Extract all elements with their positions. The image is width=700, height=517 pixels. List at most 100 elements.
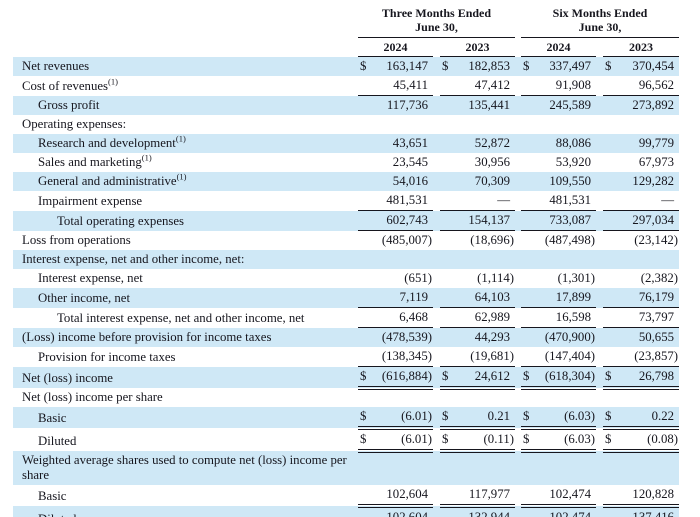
header-spacer <box>13 4 358 38</box>
dollar-sign <box>440 191 455 211</box>
row-label: Research and development(1) <box>38 133 186 150</box>
value-cell: 24,612 <box>455 366 515 390</box>
column-gap <box>596 134 603 153</box>
header-year-row: 2024 2023 2024 2023 <box>13 37 680 57</box>
dollar-sign <box>603 96 618 116</box>
value-cell: 6,468 <box>373 307 433 328</box>
dollar-sign <box>521 172 536 191</box>
value-cell: 96,562 <box>618 76 680 96</box>
column-gap <box>433 76 440 96</box>
dollar-sign <box>521 76 536 96</box>
column-gap <box>596 38 603 57</box>
dollar-sign <box>603 388 618 407</box>
dollar-sign <box>440 506 455 517</box>
dollar-sign <box>440 115 455 134</box>
year-column-header: 2023 <box>603 37 680 57</box>
value-cell <box>373 388 433 407</box>
dollar-sign <box>440 328 455 348</box>
dollar-sign <box>603 307 618 328</box>
column-gap <box>596 57 603 77</box>
table-row: Gross profit 117,736 135,441 245,589 273… <box>13 95 680 116</box>
value-cell: 481,531 <box>373 191 433 211</box>
period-header-line2: June 30, <box>578 19 622 34</box>
row-label: Net (loss) income <box>22 371 113 385</box>
column-gap <box>596 308 603 328</box>
period-header-line1: Three Months Ended <box>381 6 492 20</box>
period-header-three-months: Three Months Ended June 30, <box>358 4 515 38</box>
dollar-sign <box>440 347 455 367</box>
column-gap <box>433 96 440 116</box>
dollar-sign <box>521 191 536 211</box>
dollar-sign <box>358 231 373 251</box>
dollar-sign <box>358 388 373 407</box>
dollar-sign <box>358 96 373 116</box>
row-label: Impairment expense <box>38 193 143 208</box>
value-cell: 23,545 <box>392 155 428 169</box>
dollar-sign <box>521 134 536 153</box>
value-cell: 102,604 <box>373 485 433 508</box>
column-gap <box>596 231 603 251</box>
column-gap <box>596 153 603 172</box>
column-gap <box>596 250 603 269</box>
column-gap <box>433 506 440 517</box>
row-label: Basic <box>38 489 67 503</box>
value-cell: (1,301) <box>557 271 595 285</box>
dollar-sign <box>440 388 455 407</box>
dollar-sign <box>521 288 536 308</box>
dollar-sign <box>358 485 373 508</box>
column-gap <box>433 153 440 172</box>
value-cell: (470,900) <box>544 330 595 344</box>
dollar-sign <box>358 172 373 191</box>
dollar-sign <box>358 115 373 134</box>
table-row: Cost of revenues(1) 45,411 47,412 91,908… <box>13 76 680 96</box>
dollar-sign <box>603 288 618 308</box>
column-gap <box>596 191 603 211</box>
value-cell: 7,119 <box>373 288 433 308</box>
year-column-header: 2023 <box>440 37 515 57</box>
value-cell: 30,956 <box>474 155 510 169</box>
value-cell <box>455 388 515 407</box>
income-statement-table: Three Months Ended June 30, Six Months E… <box>13 4 680 517</box>
value-cell: 70,309 <box>474 174 510 188</box>
value-cell: 297,034 <box>618 210 680 231</box>
column-gap <box>596 76 603 96</box>
dollar-sign <box>440 250 455 269</box>
dollar-sign: $ <box>442 59 449 73</box>
dollar-sign <box>358 191 373 211</box>
period-header-line1: Six Months Ended <box>552 6 648 20</box>
value-cell: 129,282 <box>632 174 675 188</box>
column-gap <box>433 428 440 451</box>
value-cell <box>618 250 679 269</box>
table-row: Net revenues $ 163,147 $ 182,853 $ 337,4… <box>13 56 680 77</box>
row-label: (Loss) income before provision for incom… <box>22 330 272 344</box>
value-cell: (478,539) <box>381 330 432 344</box>
dollar-sign: $ <box>360 59 367 73</box>
column-gap <box>433 288 440 308</box>
row-label: General and administrative(1) <box>38 171 187 188</box>
value-cell: (618,304) <box>536 366 596 390</box>
value-cell: 337,497 <box>549 59 591 73</box>
column-gap <box>433 211 440 231</box>
value-cell <box>455 451 515 485</box>
dollar-sign <box>603 506 618 517</box>
value-cell: 91,908 <box>536 76 596 96</box>
dollar-sign <box>358 451 373 485</box>
value-cell: 109,550 <box>549 174 591 188</box>
row-label: Diluted <box>13 506 358 517</box>
value-cell: 0.22 <box>618 407 680 430</box>
value-cell: 481,531 <box>536 191 596 211</box>
value-cell: 273,892 <box>632 98 675 112</box>
value-cell <box>536 388 596 407</box>
column-gap <box>596 407 603 428</box>
value-cell <box>618 388 679 407</box>
dollar-sign <box>603 328 618 348</box>
value-cell: 67,973 <box>638 155 675 169</box>
dollar-sign <box>603 134 618 153</box>
value-cell: (23,142) <box>634 233 679 247</box>
value-cell <box>373 451 433 485</box>
row-label: Interest expense, net <box>38 271 143 285</box>
column-gap <box>433 328 440 348</box>
column-gap <box>433 407 440 428</box>
dollar-sign <box>521 485 536 508</box>
dollar-sign <box>440 210 455 231</box>
